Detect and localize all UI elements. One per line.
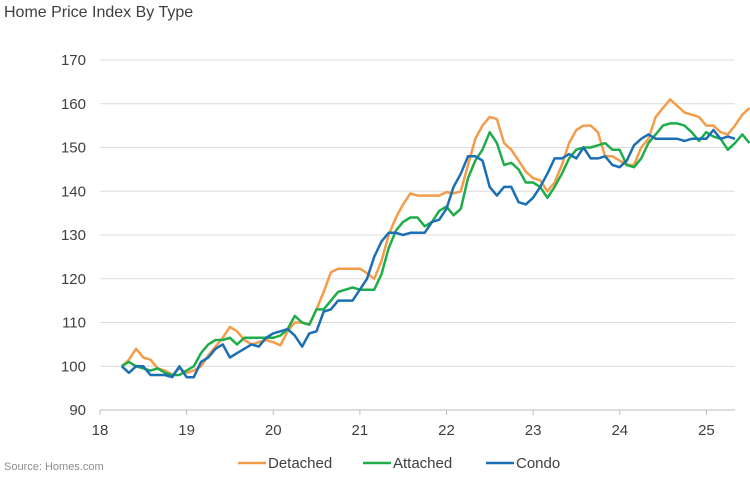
legend-label: Attached	[393, 455, 452, 472]
x-tick-label: 24	[611, 422, 628, 439]
legend-label: Condo	[516, 455, 560, 472]
gridlines	[100, 59, 735, 367]
y-tick-label: 160	[61, 96, 86, 113]
y-tick-label: 150	[61, 140, 86, 157]
y-axis-labels: 90 100 110 120 130 140 150 160 170	[61, 52, 86, 419]
x-tick-label: 22	[438, 422, 455, 439]
legend: Detached Attached Condo	[238, 455, 560, 472]
series-line-detached	[120, 98, 750, 377]
x-axis	[99, 409, 735, 415]
x-tick-label: 20	[265, 422, 282, 439]
legend-item-detached: Detached	[238, 455, 332, 472]
y-tick-label: 100	[61, 358, 86, 375]
x-axis-labels: 18 19 20 21 22 23 24 25	[92, 422, 715, 439]
y-tick-label: 130	[61, 227, 86, 244]
series-line-attached	[121, 122, 750, 377]
y-tick-label: 170	[61, 52, 86, 69]
chart-title: Home Price Index By Type	[4, 4, 194, 21]
x-tick-label: 18	[92, 422, 109, 439]
legend-label: Detached	[268, 455, 332, 472]
source-note: Source: Homes.com	[4, 461, 104, 473]
y-tick-label: 120	[61, 271, 86, 288]
y-tick-label: 110	[62, 315, 86, 332]
series-lines	[120, 98, 750, 379]
x-tick-label: 21	[352, 422, 369, 439]
x-tick-label: 23	[525, 422, 542, 439]
x-tick-label: 25	[698, 422, 715, 439]
legend-item-attached: Attached	[363, 455, 452, 472]
x-tick-label: 19	[178, 422, 195, 439]
y-tick-label: 90	[69, 402, 86, 419]
y-tick-label: 140	[61, 183, 86, 200]
series-line-condo	[120, 128, 736, 379]
legend-item-condo: Condo	[486, 455, 560, 472]
